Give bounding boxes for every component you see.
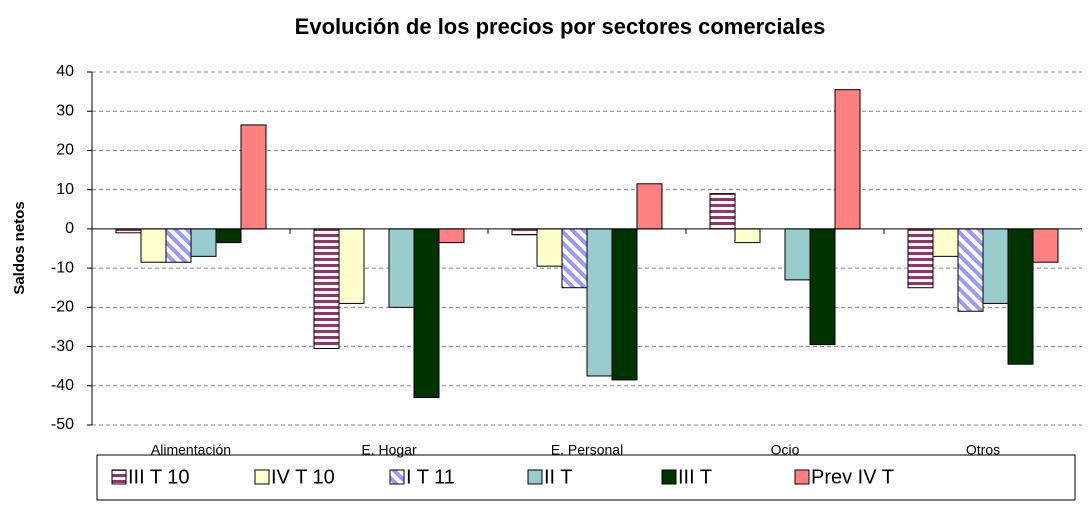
legend-label: III T xyxy=(678,466,712,488)
bar xyxy=(834,89,861,230)
bar xyxy=(636,183,663,230)
legend-box xyxy=(96,454,1076,501)
y-tick-label: 40 xyxy=(56,63,74,80)
bar xyxy=(115,228,142,234)
y-tick-label: -10 xyxy=(51,259,74,276)
legend-label: Prev IV T xyxy=(811,466,894,488)
y-tick-label: 0 xyxy=(65,220,74,237)
y-tick-label: -20 xyxy=(51,299,74,316)
bar xyxy=(165,228,192,263)
y-tick-label: 10 xyxy=(56,181,74,198)
bar xyxy=(561,228,588,289)
bar xyxy=(907,228,934,289)
legend-label: I T 11 xyxy=(406,466,455,488)
bar xyxy=(190,228,217,257)
y-tick-label: -40 xyxy=(51,377,74,394)
legend-swatch xyxy=(111,469,127,485)
bar xyxy=(586,228,613,377)
legend-label: III T 10 xyxy=(128,466,190,488)
bar xyxy=(932,228,959,257)
legend-swatch xyxy=(254,469,270,485)
y-tick-label: -50 xyxy=(51,416,74,433)
bar xyxy=(215,228,242,244)
bar xyxy=(313,228,340,350)
bar xyxy=(734,228,761,244)
y-tick-label: 30 xyxy=(56,102,74,119)
bar xyxy=(709,193,736,230)
y-tick-label: 20 xyxy=(56,142,74,159)
x-tick-label: E. Hogar xyxy=(361,442,417,458)
bar xyxy=(413,228,440,399)
x-tick-label: E. Personal xyxy=(551,442,623,458)
bar xyxy=(982,228,1009,304)
bar xyxy=(388,228,415,308)
bar xyxy=(957,228,984,312)
legend-swatch xyxy=(527,469,543,485)
legend-label: II T xyxy=(544,466,573,488)
bar xyxy=(784,228,811,281)
bar xyxy=(611,228,638,381)
x-tick-label: Otros xyxy=(966,442,1000,458)
bar xyxy=(240,124,267,230)
y-axis-label: Saldos netos xyxy=(11,201,28,294)
bar xyxy=(438,228,465,244)
bar xyxy=(338,228,365,304)
y-tick-label: -30 xyxy=(51,338,74,355)
legend-swatch xyxy=(389,469,405,485)
legend-swatch xyxy=(794,469,810,485)
bar xyxy=(1007,228,1034,365)
chart-title: Evolución de los precios por sectores co… xyxy=(295,14,826,39)
bar xyxy=(140,228,167,263)
bar xyxy=(536,228,563,267)
bar xyxy=(809,228,836,346)
x-tick-label: Ocio xyxy=(771,442,800,458)
legend-swatch xyxy=(661,469,677,485)
bar xyxy=(1032,228,1059,263)
x-tick-label: Alimentación xyxy=(151,442,231,458)
legend-label: IV T 10 xyxy=(271,466,335,488)
bar xyxy=(511,228,538,236)
